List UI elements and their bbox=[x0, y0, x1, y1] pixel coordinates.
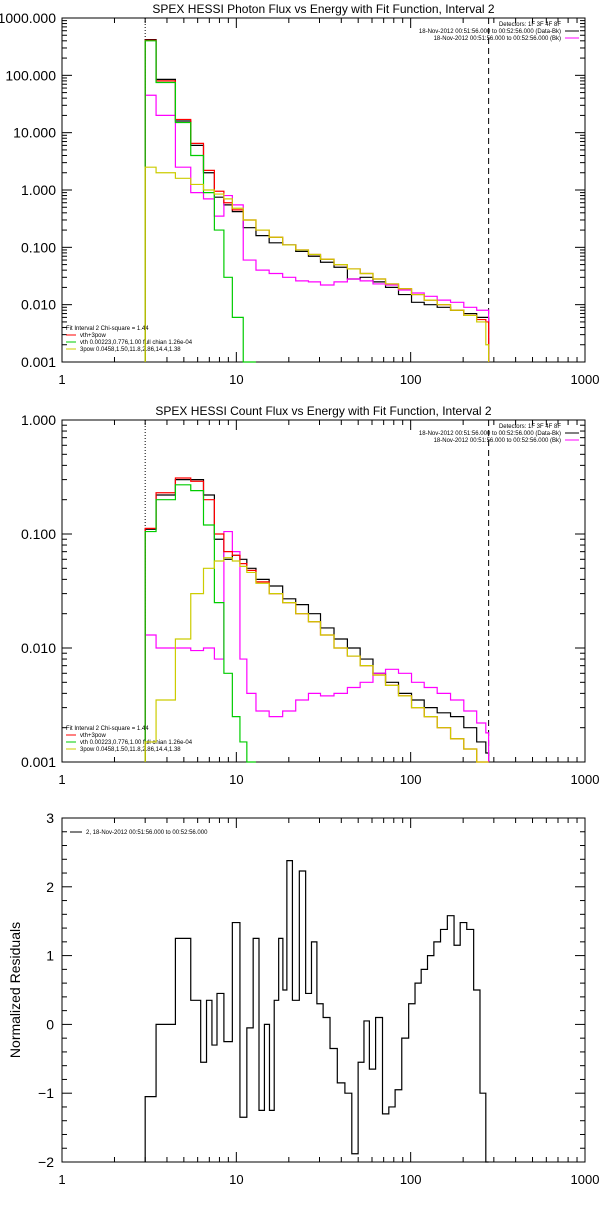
series-bk bbox=[144, 94, 490, 362]
x-tick-label: 10 bbox=[229, 372, 243, 387]
series-3pow bbox=[144, 557, 489, 763]
header-line: Detectors: 1F 3F 4F 8F bbox=[499, 22, 561, 28]
series-3pow bbox=[144, 166, 490, 362]
y-tick-label: 0.010 bbox=[21, 297, 56, 313]
y-tick-label: 0 bbox=[46, 1016, 54, 1032]
series-vth bbox=[144, 484, 256, 763]
plot-frame bbox=[61, 17, 586, 363]
legend-entry: 3pow 0.0458,1.50,11.8,2.86,14.4,1.38 bbox=[80, 347, 181, 353]
y-axis-label: Normalized Residuals bbox=[7, 922, 23, 1058]
legend-title: Fit Interval 2 Chi-square = 1.44 bbox=[66, 726, 149, 732]
chart-1: 1 10 100 1000 0.001 0.010 0.100 1.000 10.000 100.… bbox=[0, 2, 599, 387]
y-tick-label: 0.001 bbox=[21, 354, 56, 370]
y-tick-label: 1 bbox=[46, 948, 54, 964]
y-tick-label: 2 bbox=[46, 879, 54, 895]
y-tick-label: −1 bbox=[38, 1085, 54, 1101]
y-tick-label: 1.000 bbox=[21, 412, 56, 428]
legend-entry: vth 0.00223,0.776,1.00 full chian 1.26e-… bbox=[80, 340, 193, 346]
y-tick-label: 0.100 bbox=[21, 239, 56, 255]
series-vth-3pow bbox=[144, 39, 490, 362]
x-tick-label: 100 bbox=[400, 1172, 422, 1187]
chart-title: SPEX HESSI Photon Flux vs Energy with Fi… bbox=[152, 2, 494, 16]
x-tick-label: 10 bbox=[229, 1172, 243, 1187]
y-tick-label: 1000.000 bbox=[0, 10, 56, 26]
chart-3: 1 10 100 1000 −2 −1 0 1 2 3 Normalized Residuals 2,… bbox=[7, 810, 599, 1187]
series-bk bbox=[144, 530, 490, 762]
header-line: Detectors: 1F 3F 4F 8F bbox=[499, 424, 561, 430]
header-line: 18-Nov-2012 00:51:56.000 to 00:52:56.000… bbox=[434, 36, 561, 42]
x-tick-label: 1000 bbox=[571, 772, 600, 787]
header-line: 18-Nov-2012 00:51:56.000 to 00:52:56.000… bbox=[419, 29, 561, 35]
legend-entry: 3pow 0.0458,1.50,11.8,2.86,14.4,1.38 bbox=[80, 747, 181, 753]
x-tick-label: 1000 bbox=[571, 1172, 600, 1187]
chart-2: 1 10 100 1000 0.001 0.010 0.100 1.000 SPEX HESSI… bbox=[21, 404, 600, 787]
plot-frame bbox=[61, 817, 586, 1163]
x-tick-label: 1 bbox=[58, 1172, 65, 1187]
legend-entry: 2, 18-Nov-2012 00:51:56.000 to 00:52:56.… bbox=[86, 830, 208, 836]
x-tick-label: 100 bbox=[400, 772, 422, 787]
y-tick-label: 0.010 bbox=[21, 640, 56, 656]
series-residuals bbox=[144, 860, 489, 1163]
header-line: 18-Nov-2012 00:51:56.000 to 00:52:56.000… bbox=[419, 431, 561, 437]
plot-frame bbox=[61, 419, 586, 763]
y-tick-label: −2 bbox=[38, 1154, 54, 1170]
x-tick-label: 10 bbox=[229, 772, 243, 787]
y-tick-label: 100.000 bbox=[5, 67, 56, 83]
series-vth bbox=[144, 40, 256, 363]
x-tick-label: 1 bbox=[58, 372, 65, 387]
legend-title: Fit Interval 2 Chi-square = 1.44 bbox=[66, 326, 149, 332]
x-tick-label: 100 bbox=[400, 372, 422, 387]
x-tick-label: 1000 bbox=[571, 372, 600, 387]
header-line: 18-Nov-2012 00:51:56.000 to 00:52:56.000… bbox=[434, 438, 561, 444]
y-tick-label: 0.001 bbox=[21, 754, 56, 770]
y-tick-label: 0.100 bbox=[21, 526, 56, 542]
series-data-bk bbox=[144, 39, 490, 362]
y-tick-label: 1.000 bbox=[21, 182, 56, 198]
y-tick-label: 3 bbox=[46, 810, 54, 826]
chart-title: SPEX HESSI Count Flux vs Energy with Fit… bbox=[155, 404, 491, 418]
legend-entry: vth 0.00223,0.776,1.00 full chian 1.26e-… bbox=[80, 740, 193, 746]
x-tick-label: 1 bbox=[58, 772, 65, 787]
legend-entry: vth+3pow bbox=[80, 333, 107, 339]
y-tick-label: 10.000 bbox=[13, 125, 56, 141]
legend-entry: vth+3pow bbox=[80, 733, 107, 739]
